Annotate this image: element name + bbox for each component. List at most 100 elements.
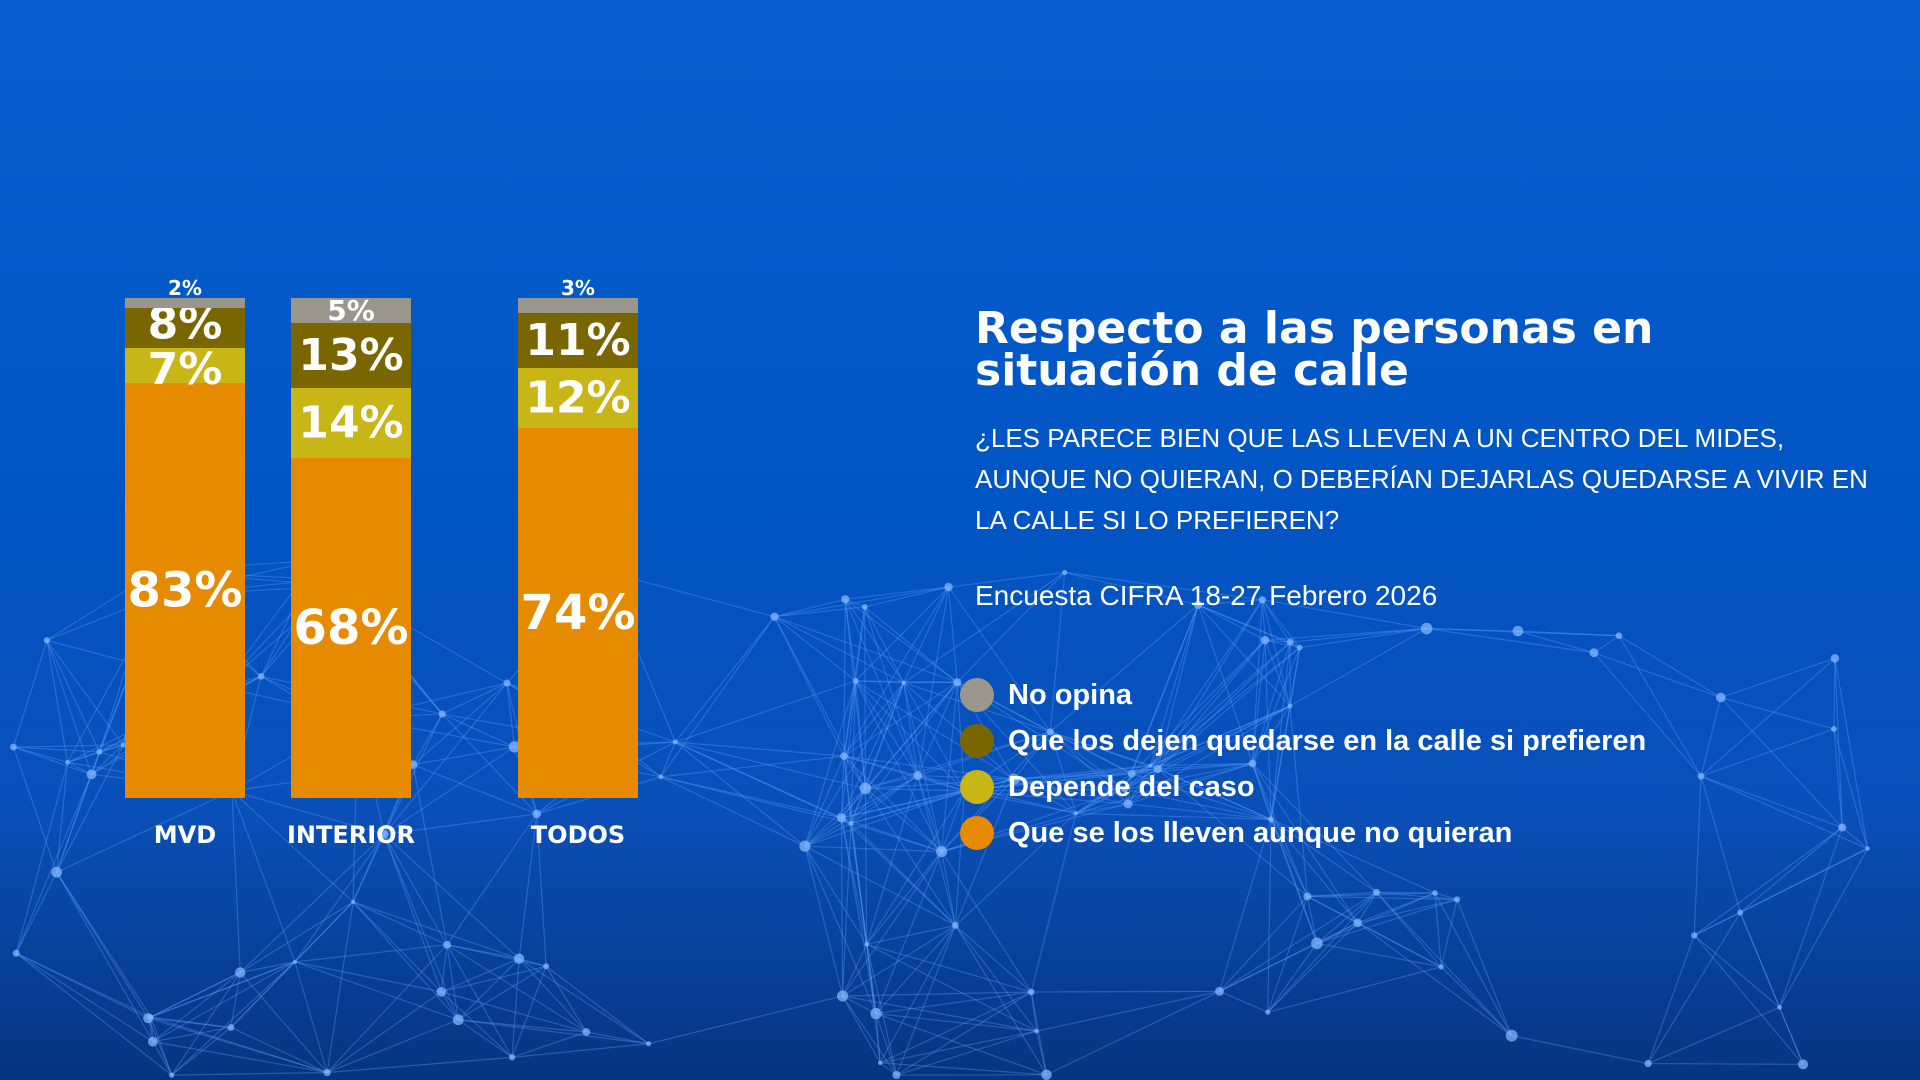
network-line — [1131, 768, 1158, 775]
network-line — [1700, 775, 1843, 829]
network-node — [1697, 772, 1705, 780]
network-line — [1036, 990, 1220, 1032]
network-line — [1267, 891, 1378, 1013]
network-line — [1833, 658, 1836, 729]
network-line — [352, 901, 442, 993]
network-line — [1306, 896, 1318, 944]
network-line — [171, 972, 241, 1076]
network-node — [848, 820, 854, 826]
network-line — [441, 682, 508, 715]
network-node — [913, 771, 923, 781]
network-node — [658, 774, 664, 780]
network-line — [15, 871, 58, 954]
network-line — [1124, 705, 1291, 790]
network-line — [842, 995, 881, 1064]
network-line — [1150, 762, 1253, 767]
network-line — [67, 744, 124, 763]
network-line — [840, 680, 857, 818]
network-line — [903, 572, 1066, 684]
network-node — [508, 741, 521, 753]
network-line — [804, 682, 905, 847]
network-line — [674, 741, 806, 847]
network-line — [1150, 641, 1291, 767]
network-line — [841, 817, 942, 853]
network-line — [1267, 922, 1359, 1013]
network-line — [843, 756, 868, 945]
network-line — [804, 680, 857, 847]
network-line — [1157, 641, 1291, 770]
network-node — [443, 940, 451, 949]
network-line — [1270, 818, 1377, 893]
network-line — [844, 599, 919, 776]
network-line — [841, 823, 852, 997]
network-line — [917, 586, 950, 776]
network-line — [152, 972, 241, 1043]
network-line — [12, 640, 48, 748]
network-line — [804, 846, 844, 997]
network-line — [1049, 731, 1077, 814]
network-line — [1647, 1006, 1780, 1065]
network-line — [1251, 647, 1301, 764]
network-node — [1121, 786, 1128, 793]
network-node — [1027, 988, 1035, 996]
network-line — [1834, 658, 1869, 849]
network-node — [877, 1060, 883, 1066]
bar-segment — [291, 388, 411, 458]
network-line — [231, 790, 354, 903]
network-node — [1589, 648, 1599, 658]
network-line — [147, 1017, 328, 1074]
network-node — [508, 1054, 516, 1061]
legend: No opina Que los dejen quedarse en la ca… — [960, 672, 1900, 856]
network-line — [774, 586, 949, 618]
network-line — [1834, 658, 1843, 828]
network-line — [46, 639, 124, 746]
network-line — [294, 961, 442, 993]
network-line — [1251, 763, 1308, 897]
network-node — [1193, 600, 1203, 610]
network-line — [1307, 891, 1377, 897]
network-line — [773, 616, 866, 789]
network-line — [1013, 773, 1132, 780]
network-node — [503, 679, 511, 687]
network-node — [1260, 635, 1270, 645]
network-line — [903, 682, 965, 792]
data-label: 68% — [294, 600, 409, 656]
network-line — [1075, 812, 1272, 820]
network-line — [230, 901, 354, 1028]
network-line — [1030, 991, 1048, 1075]
network-line — [1618, 635, 1702, 777]
network-line — [1219, 922, 1358, 992]
network-node — [952, 922, 959, 929]
network-line — [511, 958, 520, 1058]
network-line — [15, 952, 152, 1018]
network-line — [843, 681, 958, 757]
network-line — [947, 587, 958, 683]
network-line — [1013, 778, 1125, 790]
network-node — [836, 813, 846, 823]
network-node — [1034, 1028, 1039, 1034]
network-node — [10, 743, 17, 751]
legend-dot — [960, 816, 994, 850]
network-line — [941, 790, 965, 852]
network-line — [458, 1019, 587, 1033]
network-line — [1270, 705, 1291, 820]
network-line — [660, 776, 842, 819]
network-line — [1149, 604, 1199, 766]
network-node — [379, 830, 389, 839]
network-line — [875, 925, 956, 1015]
network-line — [231, 790, 241, 973]
network-line — [352, 901, 448, 946]
network-line — [512, 1043, 649, 1058]
data-label: 12% — [525, 373, 630, 424]
network-line — [865, 775, 918, 790]
network-line — [1700, 775, 1868, 850]
network-line — [1157, 762, 1253, 770]
network-line — [147, 971, 241, 1019]
network-line — [518, 958, 587, 1033]
network-line — [56, 790, 233, 873]
bar-segment — [291, 298, 411, 323]
network-node — [840, 752, 848, 760]
network-node — [1265, 1009, 1271, 1015]
network-node — [1046, 728, 1054, 736]
network-line — [1648, 1062, 1804, 1065]
